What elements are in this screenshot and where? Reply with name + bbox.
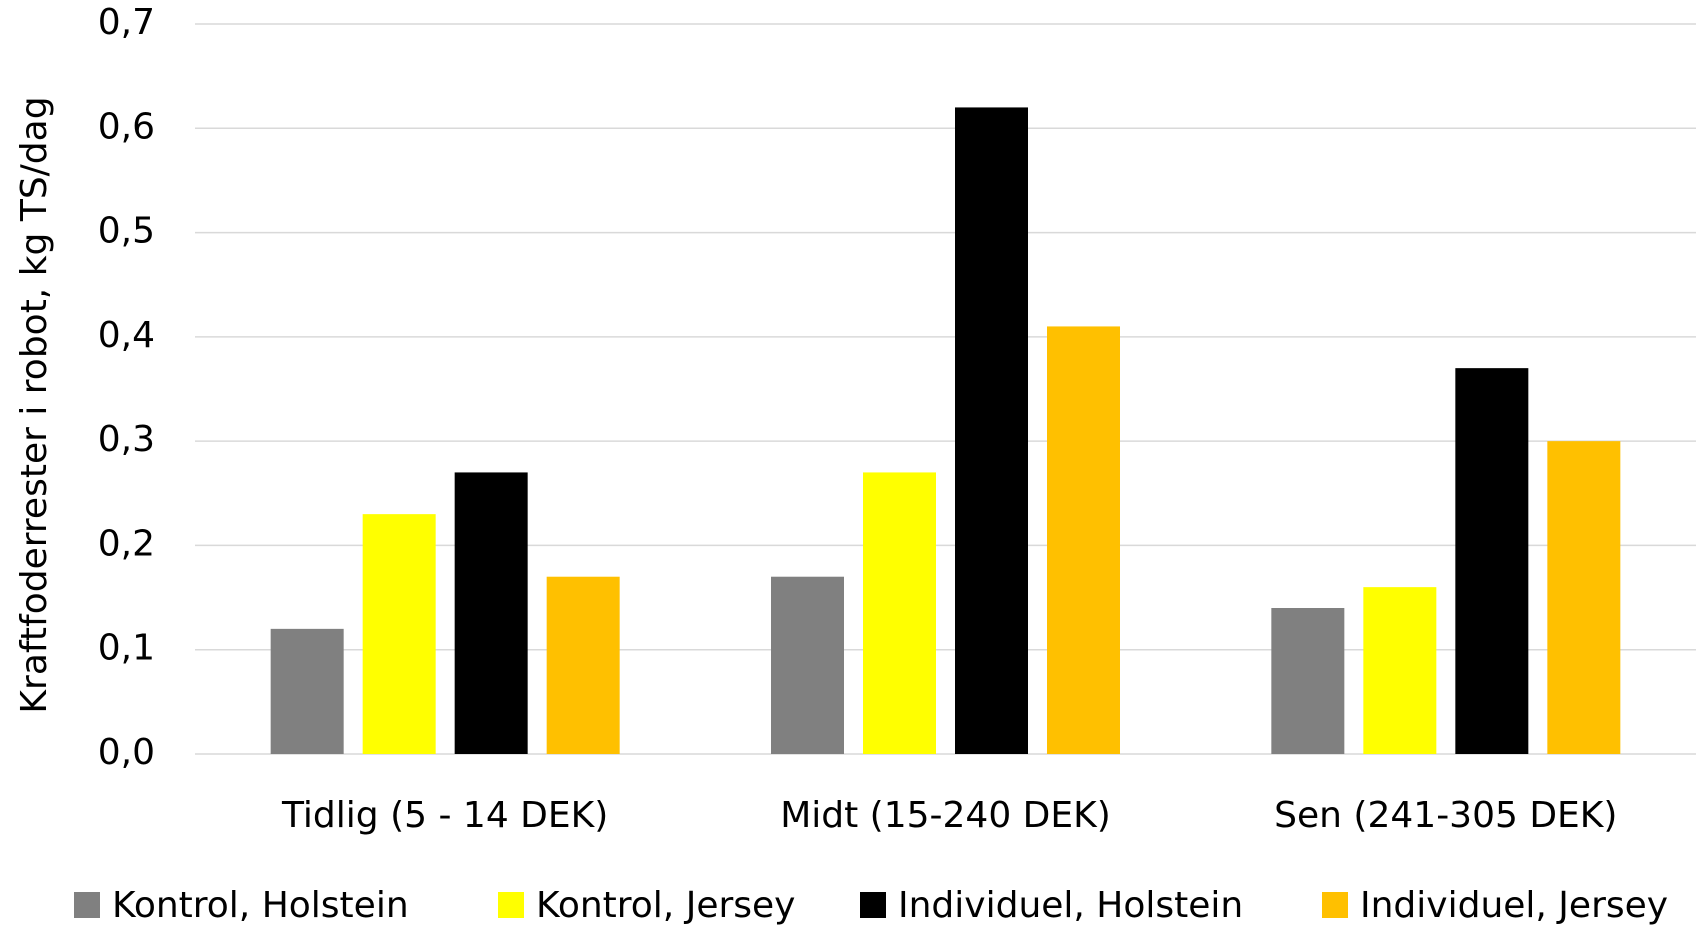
legend-label: Individuel, Jersey [1360,885,1668,926]
y-tick-label: 0,2 [98,523,155,564]
legend-swatch [74,892,100,918]
bar [1363,587,1437,754]
legend-swatch [498,892,524,918]
y-tick-label: 0,5 [98,211,155,252]
y-tick-label: 0,0 [98,732,155,773]
y-tick-label: 0,6 [98,106,155,147]
bar [1547,441,1621,754]
x-tick-label: Tidlig (5 - 14 DEK) [281,795,608,836]
y-tick-label: 0,3 [98,419,155,460]
bar [546,576,620,754]
x-tick-label: Sen (241-305 DEK) [1274,795,1617,836]
bar [1047,326,1120,754]
legend-label: Individuel, Holstein [898,885,1243,926]
bar [955,107,1028,754]
x-tick-label: Midt (15-240 DEK) [780,795,1111,836]
bar [863,472,936,754]
legend-label: Kontrol, Jersey [536,885,795,926]
bar [1271,608,1345,754]
y-tick-label: 0,1 [98,628,155,669]
bar [362,514,436,754]
y-tick-label: 0,4 [98,315,155,356]
bar [1455,368,1529,754]
y-tick-label: 0,7 [98,2,155,43]
bar [771,576,844,754]
legend-swatch [860,892,886,918]
bar [454,472,528,754]
legend-label: Kontrol, Holstein [112,885,409,926]
legend-swatch [1322,892,1348,918]
bar [270,628,344,754]
y-axis-label: Kraftfoderrester i robot, kg TS/dag [14,96,55,713]
